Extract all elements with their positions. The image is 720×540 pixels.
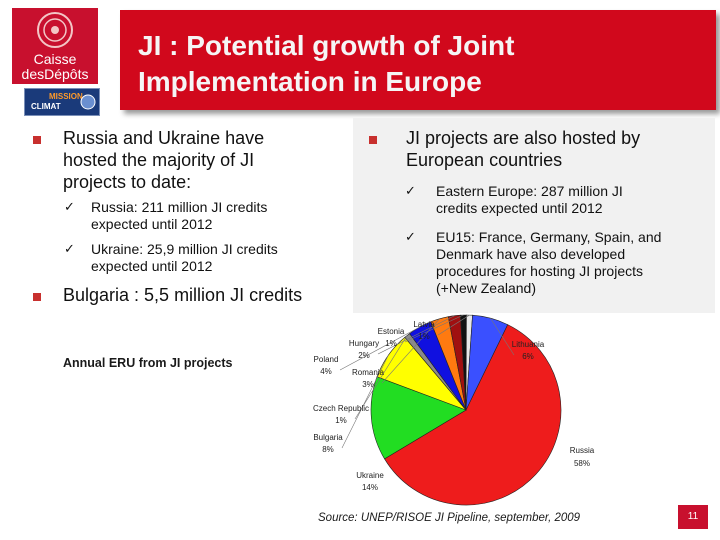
leader-line: [404, 314, 464, 343]
pie-label-pct: 58%: [574, 459, 590, 468]
pie-label-name: Latvia: [413, 320, 435, 329]
right-bullet1-line2: European countries: [406, 150, 563, 170]
bullet-icon: [369, 136, 377, 144]
leader-line: [437, 314, 470, 336]
pie-label-pct: 1%: [335, 416, 347, 425]
left-sub2-line1: Ukraine: 25,9 million JI credits: [91, 241, 278, 257]
page-title: JI : Potential growth of Joint Implement…: [138, 28, 698, 100]
pie-label-name: Hungary: [349, 339, 379, 348]
right-sub2-line1: EU15: France, Germany, Spain, and: [436, 229, 662, 245]
bullet-icon: [33, 136, 41, 144]
mission-label: MISSION: [49, 92, 83, 101]
left-bullet1-line3: projects to date:: [63, 172, 192, 192]
check-icon: ✓: [64, 199, 75, 214]
pie-label-name: Bulgaria: [313, 433, 343, 442]
pie-label-pct: 14%: [362, 483, 378, 492]
left-bullet1-line1: Russia and Ukraine have: [63, 128, 265, 148]
pie-label-pct: 4%: [320, 367, 332, 376]
pie-label-pct: 8%: [322, 445, 334, 454]
pie-label-name: Estonia: [378, 327, 405, 336]
check-icon: ✓: [64, 241, 75, 256]
left-bullet1-line2: hosted the majority of JI: [63, 150, 255, 170]
check-icon: ✓: [405, 229, 416, 244]
leader-line: [490, 318, 515, 356]
mission-climat-logo: MISSION CLIMAT: [24, 88, 100, 116]
chart-label: Annual ERU from JI projects: [63, 356, 233, 370]
pie-labels: Russia 58% Ukraine 14% Bulgaria 8% Czech Repub…: [313, 320, 595, 492]
leader-line: [377, 315, 455, 355]
right-sub1-line2: credits expected until 2012: [436, 200, 603, 216]
right-bullet1-line1: JI projects are also hosted by: [406, 128, 641, 148]
right-sub1-line1: Eastern Europe: 287 million JI: [436, 183, 623, 199]
page-number: 11: [678, 505, 708, 529]
leader-line: [339, 326, 420, 371]
pie-label-name: Ukraine: [356, 471, 384, 480]
seal-icon: [37, 12, 73, 48]
pie-label-name: Romania: [352, 368, 385, 377]
globe-icon: [80, 94, 96, 110]
leader-line: [381, 318, 440, 384]
climat-label: CLIMAT: [31, 102, 61, 111]
left-sub1-line2: expected until 2012: [91, 216, 213, 232]
right-sub2-line2: Denmark have also developed: [436, 246, 626, 262]
pie-label-name: Lithuania: [512, 340, 545, 349]
right-panel: [353, 118, 715, 313]
leader-line: [341, 355, 389, 449]
left-sub2-line2: expected until 2012: [91, 258, 213, 274]
title-line1: JI : Potential growth of Joint: [138, 30, 515, 61]
pie-label-pct: 1%: [385, 339, 397, 348]
left-bullet2: Bulgaria : 5,5 million JI credits: [63, 285, 303, 305]
pie-leader-lines: [339, 314, 515, 449]
pie-slice-russia: [384, 324, 562, 506]
pie-label-name: Russia: [570, 446, 595, 455]
left-sub1-line1: Russia: 211 million JI credits: [91, 199, 268, 215]
logo-line1: Caisse: [33, 51, 77, 67]
source-note: Source: UNEP/RISOE JI Pipeline, septembe…: [318, 512, 581, 524]
right-sub2-line3: procedures for hosting JI projects: [436, 263, 643, 279]
title-line2: Implementation in Europe: [138, 66, 482, 97]
title-bar: JI : Potential growth of Joint Implement…: [120, 10, 716, 110]
caisse-des-depots-logo: Caisse desDépôts: [12, 8, 98, 84]
pie-label-pct: 3%: [362, 380, 374, 389]
pie-slices: [370, 314, 562, 506]
pie-label-pct: 1%: [418, 332, 430, 341]
pie-label-pct: 6%: [522, 352, 534, 361]
leader-line: [354, 335, 408, 420]
pie-label-name: Czech Republic: [313, 404, 369, 413]
pie-label-name: Poland: [314, 355, 339, 364]
check-icon: ✓: [405, 183, 416, 198]
right-sub2-line4: (+New Zealand): [436, 280, 536, 296]
pie-label-pct: 2%: [358, 351, 370, 360]
bullet-icon: [33, 293, 41, 301]
logo-line2: desDépôts: [21, 66, 89, 82]
